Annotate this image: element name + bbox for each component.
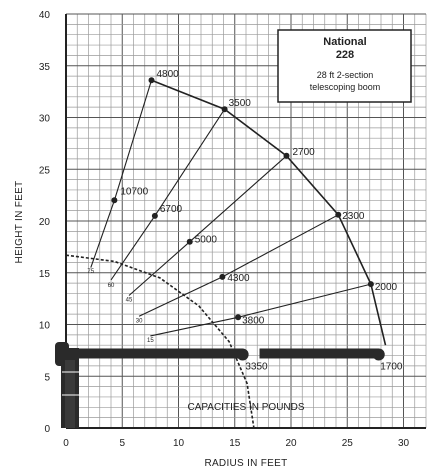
y-tick-label: 35 (39, 62, 51, 73)
y-tick-label: 20 (39, 217, 51, 228)
y-tick-label: 25 (39, 165, 51, 176)
capacity-label: 5000 (195, 235, 218, 246)
x-tick-label: 5 (119, 438, 125, 449)
y-tick-label: 40 (39, 10, 51, 21)
x-tick-label: 25 (342, 438, 354, 449)
capacity-point (111, 197, 118, 204)
x-tick-label: 20 (285, 438, 297, 449)
y-tick-label: 0 (44, 424, 50, 435)
boom-bar-extended (259, 348, 379, 359)
y-tick-label: 30 (39, 114, 51, 125)
capacity-label: 3350 (245, 362, 268, 373)
capacity-label: 4300 (227, 273, 250, 284)
reach-arc-retracted (65, 254, 255, 429)
boom-tip-retracted (236, 348, 249, 361)
boom-angle-label: 30 (136, 318, 143, 324)
boom-tip-extended (372, 348, 385, 361)
reach-arcs (65, 79, 387, 429)
capacity-label: 10700 (120, 186, 148, 197)
capacities-annotation: CAPACITIES IN POUNDS (187, 402, 304, 413)
capacity-label: 2700 (293, 147, 316, 158)
capacity-point (283, 152, 290, 159)
x-tick-label: 0 (63, 438, 69, 449)
capacity-label: 4800 (157, 69, 180, 80)
boom-angle-label: 15 (147, 338, 154, 344)
boom-bar-retracted (72, 348, 243, 359)
capacity-point (148, 77, 155, 84)
y-tick-labels: 0 5 10 15 20 25 30 35 40 (39, 10, 51, 435)
y-tick-label: 10 (39, 321, 51, 332)
capacity-labels: 4800 3500 2700 2300 2000 1700 10700 6700 5000 430… (120, 69, 403, 372)
x-tick-label: 30 (398, 438, 410, 449)
legend-title-line2: 228 (336, 49, 354, 61)
capacity-label: 6700 (160, 204, 183, 215)
reach-arc-extended (151, 79, 387, 346)
boom-angle-label: 60 (108, 283, 115, 289)
capacity-point (151, 212, 158, 219)
y-tick-label: 5 (44, 372, 50, 383)
capacity-point (235, 314, 242, 321)
legend-box: National 228 28 ft 2-section telescoping… (277, 29, 412, 103)
capacity-points (111, 77, 374, 321)
legend-line2: telescoping boom (310, 82, 381, 92)
capacity-label: 3500 (229, 98, 252, 109)
x-tick-label: 10 (173, 438, 185, 449)
y-tick-label: 15 (39, 269, 51, 280)
boom-angle-label: 75 (87, 269, 94, 275)
capacity-label: 3800 (242, 315, 265, 326)
boom-angle-labels: 75 60 45 30 15 (87, 269, 154, 344)
capacity-point (335, 211, 342, 218)
crane-mast-icon (55, 342, 80, 428)
capacity-point (367, 281, 374, 288)
legend-line1: 28 ft 2-section (317, 70, 374, 80)
x-axis-title: RADIUS IN FEET (204, 458, 287, 469)
capacity-label: 1700 (380, 362, 403, 373)
capacity-point (221, 106, 228, 113)
y-axis-title: HEIGHT IN FEET (14, 181, 25, 264)
capacity-label: 2000 (375, 282, 398, 293)
legend-title-line1: National (323, 36, 366, 48)
capacity-point (219, 273, 226, 280)
x-tick-label: 15 (229, 438, 241, 449)
boom-horizontal (72, 348, 385, 361)
capacity-point (186, 238, 193, 245)
capacity-label: 2300 (342, 211, 365, 222)
boom-angle-label: 45 (126, 298, 133, 304)
